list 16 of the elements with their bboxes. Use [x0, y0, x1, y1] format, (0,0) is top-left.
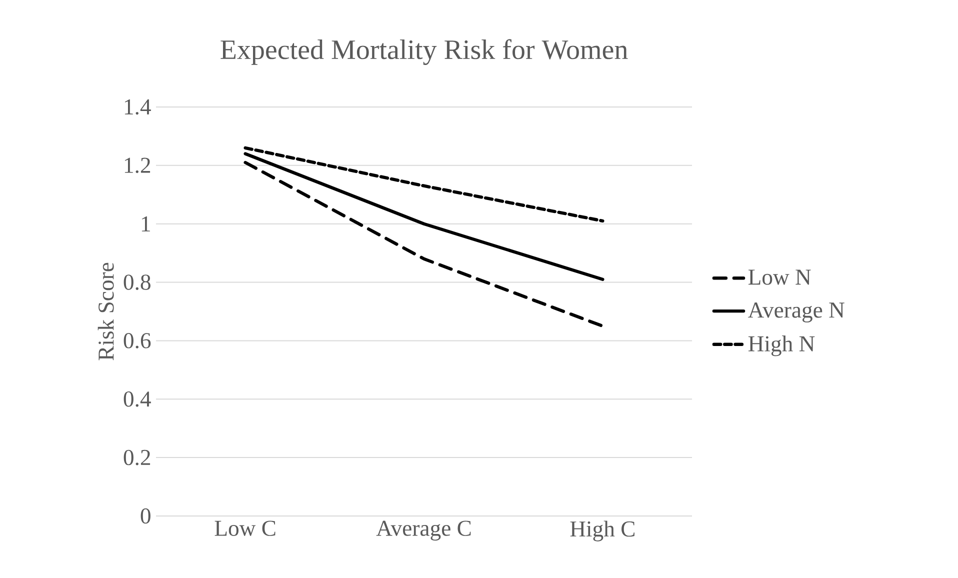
y-tick-label: 1.4: [124, 99, 151, 115]
y-axis-title: Risk Score: [98, 262, 114, 360]
chart-title: Expected Mortality Risk for Women: [220, 39, 628, 65]
legend-label: Low N: [748, 270, 811, 285]
legend-label: Average N: [748, 302, 844, 322]
x-tick-label: High C: [570, 520, 634, 542]
x-tick-label: Low C: [214, 520, 276, 536]
y-tick-label: 1.2: [124, 158, 150, 174]
y-tick-label: 0.8: [124, 274, 150, 290]
legend-label: High N: [748, 336, 815, 356]
y-tick-label: 0.6: [124, 333, 151, 348]
x-tick-label: Average C: [376, 520, 471, 541]
y-tick-label: 0.2: [124, 450, 150, 466]
y-tick-label: 0: [140, 508, 150, 524]
y-tick-label: 0.4: [124, 391, 151, 407]
y-tick-label: 1: [142, 216, 150, 232]
